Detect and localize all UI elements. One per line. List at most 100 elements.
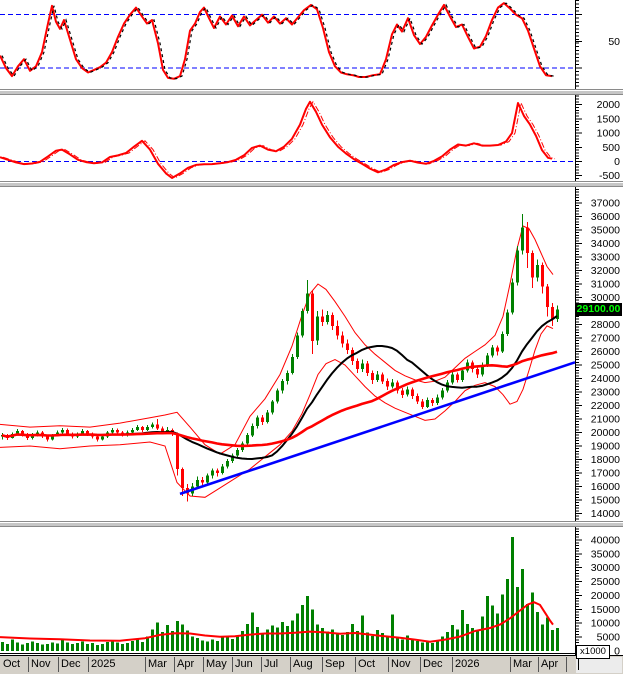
candle-body — [311, 293, 314, 341]
candle-body — [291, 356, 294, 374]
candle-body — [16, 431, 19, 434]
candle-body — [341, 335, 344, 344]
candle-body — [96, 436, 99, 440]
y-axis-label: 23000 — [591, 387, 620, 399]
trendline — [179, 361, 576, 496]
candle-body — [306, 293, 309, 312]
volume-bar — [321, 628, 324, 651]
candle-body — [156, 424, 159, 429]
candle-body — [486, 355, 489, 366]
month-label: Oct — [358, 658, 376, 670]
candle-body — [481, 365, 484, 375]
candle-body — [431, 400, 434, 403]
volume-bar — [166, 624, 169, 651]
volume-bar — [226, 636, 229, 651]
volume-bar — [496, 613, 499, 651]
candle-body — [196, 479, 199, 487]
volume-bar — [546, 617, 549, 651]
volume-bar — [291, 620, 294, 651]
volume-bar — [511, 537, 514, 651]
volume-bar — [71, 644, 74, 651]
y-axis-label: 36000 — [591, 211, 620, 223]
candle-body — [131, 429, 134, 433]
candle-body — [361, 363, 364, 370]
volume-bar — [481, 616, 484, 651]
candle-body — [86, 431, 89, 434]
y-axis-label: 32000 — [591, 265, 620, 277]
candle-body — [281, 381, 284, 391]
volume-bar — [271, 625, 274, 651]
volume-panel[interactable]: 0 5000 10000 15000 20000 25000 30000 35000 40000 — [0, 527, 623, 655]
volume-bar — [256, 627, 259, 651]
y-axis-label: 33000 — [591, 252, 620, 264]
panel-splitter-1[interactable] — [0, 89, 623, 95]
candle-body — [506, 312, 509, 334]
y-axis-label: 5000 — [597, 632, 621, 644]
volume-ma-line — [0, 601, 554, 643]
y-axis-label: 35000 — [591, 548, 620, 560]
volume-bar — [136, 638, 139, 651]
candle-body — [61, 429, 64, 433]
stochastic-panel[interactable]: 50 — [0, 0, 623, 89]
candle-body — [551, 307, 554, 320]
volume-bar — [301, 605, 304, 651]
volume-bar — [1, 642, 4, 651]
volume-bar — [491, 605, 494, 651]
month-tick — [145, 657, 146, 672]
volume-bar — [426, 641, 429, 651]
candle-body — [526, 227, 529, 253]
volume-bar — [391, 614, 394, 651]
volume-bar — [36, 643, 39, 651]
volume-bar — [516, 587, 519, 651]
month-tick — [322, 657, 323, 672]
momentum-panel[interactable]: -500 0 500 1000 1500 2000 — [0, 95, 623, 181]
y-axis-label: 30000 — [591, 562, 620, 574]
price-panel[interactable]: 14000 15000 16000 17000 18000 19000 20000 21000… — [0, 187, 623, 521]
volume-bar — [121, 644, 124, 651]
candle-body — [66, 429, 69, 434]
candle-body — [416, 396, 419, 402]
month-tick — [355, 657, 356, 672]
last-price-tag: 29100.00 — [575, 303, 622, 316]
candle-body — [26, 435, 29, 438]
momentum-signal-line — [2, 100, 556, 179]
candle-body — [336, 325, 339, 336]
volume-bar — [436, 640, 439, 651]
y-axis-label: 25000 — [591, 576, 620, 588]
bollinger-upper-line — [0, 225, 554, 455]
candle-body — [31, 435, 34, 438]
month-label: Mar — [513, 658, 532, 670]
volume-bar — [416, 641, 419, 651]
candles — [1, 213, 559, 502]
candle-body — [236, 450, 239, 456]
candle-body — [511, 282, 514, 313]
stochastic-oscillator-plot: 50 — [0, 0, 620, 89]
volume-bar — [206, 641, 209, 651]
panel-splitter-3[interactable] — [0, 521, 623, 527]
volume-bar — [196, 638, 199, 651]
axis-corner[interactable] — [576, 657, 622, 673]
volume-bar — [156, 622, 159, 651]
y-axis-label: 40000 — [591, 535, 620, 547]
x-axis-band[interactable]: Oct Nov Dec 2025 Mar Apr May Jun Jul Aug Sep Oct Nov… — [0, 655, 623, 674]
candle-body — [461, 370, 464, 380]
candle-body — [411, 389, 414, 397]
volume-bar — [6, 643, 9, 651]
y-axis-label: 1000 — [597, 128, 621, 140]
candle-body — [521, 227, 524, 251]
volume-bar — [31, 641, 34, 651]
candle-body — [401, 390, 404, 395]
volume-bar — [181, 624, 184, 651]
volume-bar — [41, 644, 44, 651]
volume-bar — [371, 636, 374, 651]
panel-splitter-2[interactable] — [0, 181, 623, 187]
stochastic-line — [0, 2, 553, 80]
volume-bar — [401, 639, 404, 651]
month-label: Jun — [235, 658, 253, 670]
month-label: Dec — [61, 658, 81, 670]
volume-bar — [56, 643, 59, 651]
y-axis: -500 0 500 1000 1500 2000 — [575, 95, 620, 181]
candle-body — [536, 265, 539, 278]
candle-body — [366, 363, 369, 374]
